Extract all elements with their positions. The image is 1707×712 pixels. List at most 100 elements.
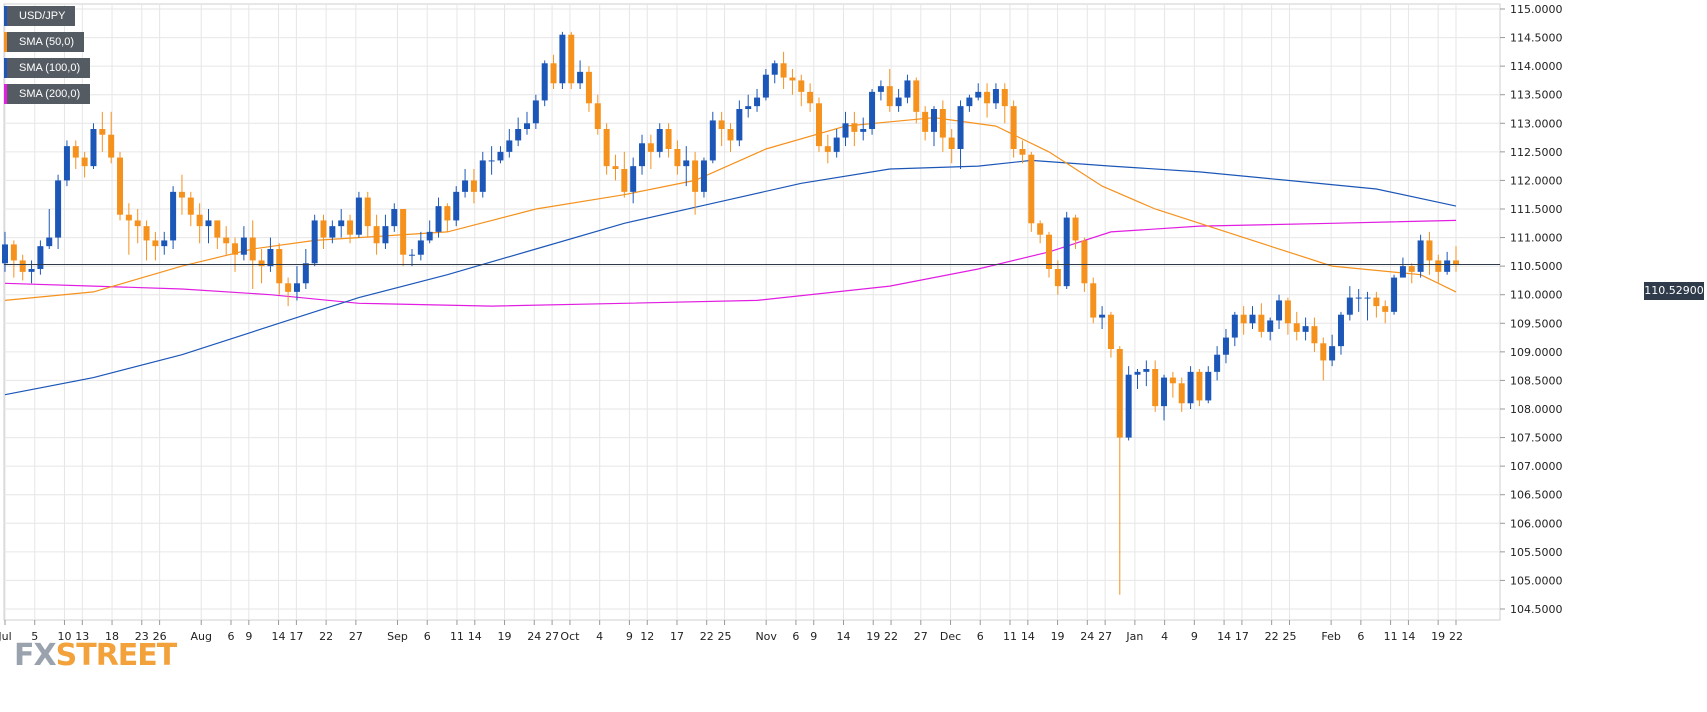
x-tick-label: 14 bbox=[1021, 630, 1035, 643]
candle-body bbox=[1134, 371, 1141, 375]
x-tick-label: 27 bbox=[545, 630, 559, 643]
candle-body bbox=[178, 191, 185, 198]
candle bbox=[913, 77, 920, 124]
candle-body bbox=[745, 106, 752, 109]
candle bbox=[1302, 317, 1309, 341]
candle bbox=[320, 214, 327, 249]
candle-body bbox=[1426, 240, 1433, 261]
candle-body bbox=[577, 71, 584, 84]
candle-body bbox=[709, 120, 716, 161]
y-tick-label: 109.5000 bbox=[1510, 317, 1563, 330]
candle-body bbox=[1293, 323, 1300, 332]
y-tick-label: 114.5000 bbox=[1510, 32, 1563, 45]
candle-body bbox=[762, 74, 769, 98]
candle bbox=[81, 151, 88, 178]
candle bbox=[957, 100, 964, 169]
candle-body bbox=[1081, 240, 1088, 284]
candle bbox=[824, 134, 831, 164]
candle-body bbox=[134, 220, 141, 227]
candle-body bbox=[904, 80, 911, 98]
candle-body bbox=[143, 226, 150, 241]
candle bbox=[161, 231, 168, 255]
candle bbox=[1267, 317, 1274, 341]
candle bbox=[930, 106, 937, 147]
candle-body bbox=[19, 260, 26, 272]
candle-body bbox=[302, 263, 309, 284]
candle bbox=[223, 226, 230, 255]
candle bbox=[1099, 306, 1106, 329]
x-tick-label: 11 bbox=[450, 630, 464, 643]
candle bbox=[1010, 100, 1017, 158]
candle-body bbox=[417, 240, 424, 255]
candle-body bbox=[833, 137, 840, 152]
candle-body bbox=[930, 109, 937, 132]
candle-body bbox=[435, 206, 442, 232]
candle bbox=[842, 111, 849, 147]
candle-body bbox=[1099, 314, 1106, 318]
candle bbox=[285, 277, 292, 307]
candle-body bbox=[426, 231, 433, 241]
candle bbox=[355, 191, 362, 238]
candle-body bbox=[807, 91, 814, 104]
x-tick-label: Aug bbox=[190, 630, 211, 643]
candle-body bbox=[647, 143, 654, 152]
legend-item-usdjpy[interactable]: USD/JPY bbox=[4, 6, 76, 26]
candle-body bbox=[966, 97, 973, 107]
candle-body bbox=[1072, 217, 1079, 241]
candle-body bbox=[1152, 369, 1159, 407]
candle-body bbox=[497, 151, 504, 161]
candles bbox=[2, 31, 1459, 595]
legend-item-sma50[interactable]: SMA (50,0) bbox=[4, 32, 85, 52]
candle-body bbox=[957, 106, 964, 149]
x-tick-label: 22 bbox=[1449, 630, 1463, 643]
y-tick-label: 111.0000 bbox=[1510, 232, 1563, 245]
candle bbox=[904, 74, 911, 104]
candle bbox=[214, 220, 221, 249]
candle bbox=[1444, 251, 1451, 275]
candle bbox=[19, 254, 26, 281]
x-tick-label: Jan bbox=[1125, 630, 1143, 643]
candle bbox=[869, 89, 876, 135]
y-tick-label: 106.5000 bbox=[1510, 489, 1563, 502]
x-tick-label: 24 bbox=[1080, 630, 1094, 643]
x-tick-label: 11 bbox=[1003, 630, 1017, 643]
candle-body bbox=[161, 240, 168, 247]
candle-body bbox=[1453, 260, 1459, 265]
candle bbox=[125, 203, 132, 255]
candle-body bbox=[1240, 314, 1247, 324]
candle-body bbox=[860, 129, 867, 132]
candle bbox=[577, 60, 584, 89]
candle-body bbox=[1178, 383, 1185, 404]
candle-body bbox=[1329, 346, 1336, 361]
candle-body bbox=[55, 180, 62, 238]
candle-body bbox=[798, 80, 805, 92]
candle bbox=[373, 214, 380, 255]
candle-body bbox=[90, 129, 97, 167]
candle-body bbox=[727, 129, 734, 141]
x-tick-label: 18 bbox=[105, 630, 119, 643]
candle bbox=[99, 111, 106, 152]
y-tick-label: 113.5000 bbox=[1510, 89, 1563, 102]
candle bbox=[196, 203, 203, 244]
candle bbox=[683, 146, 690, 187]
legend-item-sma200[interactable]: SMA (200,0) bbox=[4, 84, 91, 104]
candle bbox=[1178, 377, 1185, 412]
candle bbox=[364, 191, 371, 238]
candle-body bbox=[462, 180, 469, 192]
candle bbox=[408, 249, 415, 267]
x-tick-label: 22 bbox=[700, 630, 714, 643]
candle-body bbox=[1196, 371, 1203, 401]
candle bbox=[10, 240, 17, 278]
candle bbox=[1364, 291, 1371, 321]
candle-body bbox=[1090, 283, 1097, 318]
candle bbox=[833, 129, 840, 158]
candle bbox=[1399, 257, 1406, 278]
candle bbox=[1187, 366, 1194, 409]
candle-body bbox=[1143, 369, 1150, 372]
candle-body bbox=[541, 63, 548, 101]
candle bbox=[886, 69, 893, 112]
candle-body bbox=[550, 63, 557, 84]
legend-item-sma100[interactable]: SMA (100,0) bbox=[4, 58, 91, 78]
candle-body bbox=[232, 243, 239, 255]
candle-body bbox=[453, 191, 460, 221]
